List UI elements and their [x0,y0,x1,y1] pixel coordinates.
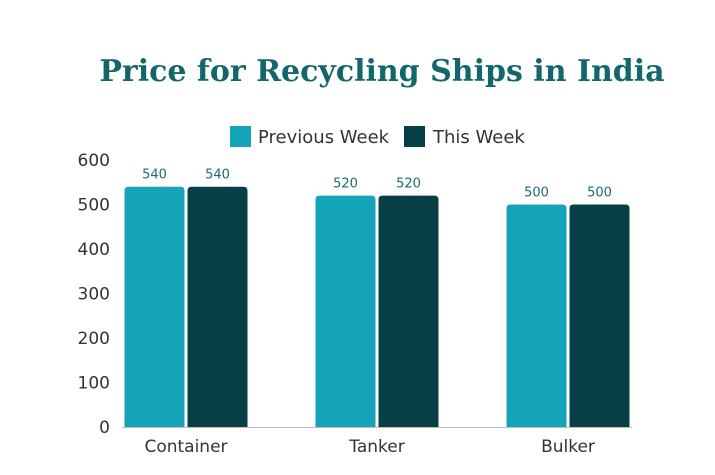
y-tick-label: 200 [78,329,110,349]
bar-bulker-previous-week [506,204,567,427]
bar-bulker-this-week [569,204,630,427]
bars [124,186,630,427]
x-category-label: Container [144,437,227,457]
legend-label: Previous Week [258,127,390,148]
legend-swatch-previous-week [230,126,251,147]
y-tick-label: 0 [99,418,110,438]
y-axis: 0 100 200 300 400 500 600 [78,151,110,438]
y-tick-label: 400 [78,240,110,260]
bar-tanker-previous-week [315,195,376,427]
data-label: 540 [142,168,167,183]
y-tick-label: 100 [78,374,110,394]
x-axis: Container Tanker Bulker [122,427,632,457]
data-labels: 540 520 500 540 520 500 [142,168,612,201]
legend: Previous Week This Week [230,126,525,148]
chart-title: Price for Recycling Ships in India [99,54,664,89]
bar-container-this-week [187,186,248,427]
bar-tanker-this-week [378,195,439,427]
data-label: 520 [396,177,421,192]
data-label: 540 [205,168,230,183]
data-label: 520 [333,177,358,192]
legend-label: This Week [432,127,525,148]
bar-container-previous-week [124,186,185,427]
y-tick-label: 600 [78,151,110,171]
legend-swatch-this-week [404,126,425,147]
y-tick-label: 300 [78,285,110,305]
data-label: 500 [587,186,612,201]
y-tick-label: 500 [78,196,110,216]
x-category-label: Bulker [541,437,595,457]
x-category-label: Tanker [348,437,404,457]
data-label: 500 [524,186,549,201]
